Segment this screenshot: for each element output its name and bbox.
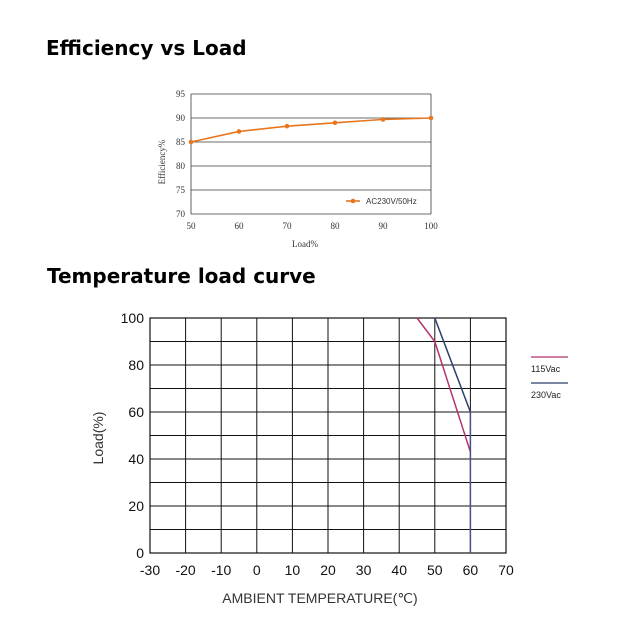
eff-xtick-label: 90 — [379, 221, 389, 231]
temp-xtick-label: -30 — [140, 562, 160, 578]
temp-legend-label: 230Vac — [531, 390, 561, 400]
eff-data-point — [284, 123, 290, 129]
eff-ytick-label: 95 — [176, 89, 186, 99]
eff-xtick-label: 100 — [424, 221, 438, 231]
eff-data-point — [332, 120, 338, 126]
temp-ytick-label: 40 — [128, 451, 144, 467]
eff-xtick-label: 80 — [331, 221, 341, 231]
temp-xtick-label: -20 — [175, 562, 195, 578]
temp-ytick-label: 20 — [128, 498, 144, 514]
temp-xtick-label: -10 — [211, 562, 231, 578]
temp-xtick-label: 70 — [498, 562, 514, 578]
temp-ytick-label: 0 — [136, 545, 144, 561]
eff-legend-label: AC230V/50Hz — [366, 197, 417, 206]
eff-legend-marker — [350, 198, 356, 204]
temp-xtick-label: 50 — [427, 562, 443, 578]
temp-xtick-label: 30 — [356, 562, 372, 578]
eff-ytick-label: 75 — [176, 185, 186, 195]
efficiency-heading: Efficiency vs Load — [46, 36, 247, 60]
temp-xtick-label: 10 — [285, 562, 301, 578]
eff-data-point — [380, 117, 386, 122]
eff-ytick-label: 90 — [176, 113, 186, 123]
temp-ytick-label: 100 — [121, 310, 145, 326]
eff-y-axis-title: Efficiency% — [157, 139, 167, 184]
eff-data-point — [188, 139, 194, 145]
temp-xtick-label: 40 — [391, 562, 407, 578]
eff-ytick-label: 70 — [176, 209, 186, 219]
eff-data-point — [236, 129, 242, 134]
temp-xtick-label: 60 — [463, 562, 479, 578]
eff-ytick-label: 80 — [176, 161, 186, 171]
temp-xtick-label: 0 — [253, 562, 261, 578]
temp-y-axis-title: Load(%) — [90, 412, 106, 465]
temp-x-axis-title: AMBIENT TEMPERATURE(℃) — [222, 590, 417, 606]
temp-legend-label: 115Vac — [531, 364, 561, 374]
temp-series-line — [434, 317, 472, 413]
eff-xtick-label: 70 — [283, 221, 293, 231]
temp-ytick-label: 60 — [128, 404, 144, 420]
eff-ytick-label: 85 — [176, 137, 186, 147]
eff-data-point — [428, 115, 434, 121]
temp-xtick-label: 20 — [320, 562, 336, 578]
eff-xtick-label: 60 — [235, 221, 245, 231]
temperature-heading: Temperature load curve — [47, 264, 316, 288]
temp-series-line — [416, 317, 472, 453]
temp-ytick-label: 80 — [128, 357, 144, 373]
eff-xtick-label: 50 — [187, 221, 197, 231]
eff-x-axis-title: Load% — [292, 239, 318, 249]
eff-series-line — [190, 117, 432, 143]
